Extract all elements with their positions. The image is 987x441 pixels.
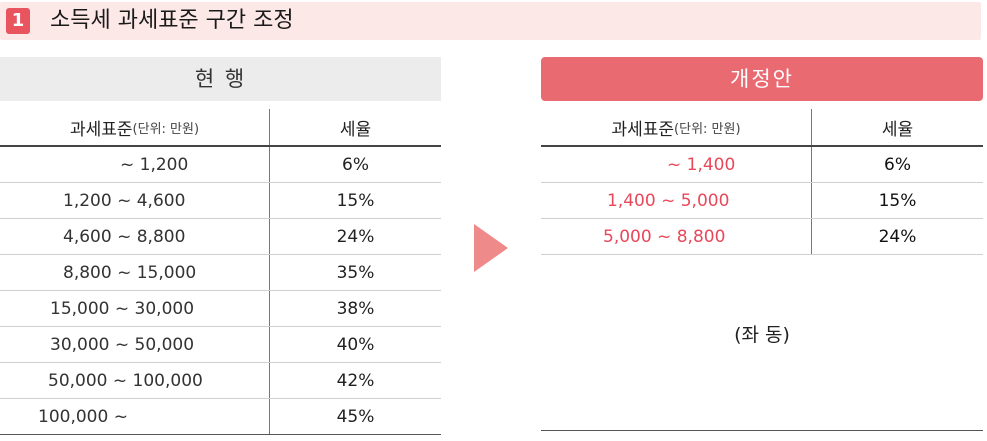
bracket-range: 4,600 ~ 8,800 <box>0 219 270 254</box>
bracket-range: 15,000 ~ 30,000 <box>0 291 270 326</box>
right-arrow-icon <box>474 224 508 272</box>
table-row: 8,800 ~ 15,000 35% <box>0 255 441 291</box>
tax-rate: 35% <box>336 262 375 283</box>
proposed-table: 과세표준 (단위: 만원) 세율 ~ 1,400 6% 1,400 ~ 5,000… <box>541 109 983 255</box>
table-row: 1,200 ~ 4,600 15% <box>0 183 441 219</box>
tax-rate: 24% <box>336 226 375 247</box>
tax-rate: 6% <box>342 154 369 175</box>
rate-column-header: 세율 <box>339 119 372 140</box>
bracket-range: 5,000 ~ 8,800 <box>541 219 812 254</box>
bracket-range: ~ 1,400 <box>541 147 812 182</box>
table-row: 5,000 ~ 8,800 24% <box>541 219 983 255</box>
base-label: 과세표준 <box>69 119 133 140</box>
base-column-header: 과세표준 (단위: 만원) <box>0 109 270 145</box>
table-row: ~ 1,200 6% <box>0 147 441 183</box>
table-header-row: 과세표준 (단위: 만원) 세율 <box>0 109 441 147</box>
current-table: 과세표준 (단위: 만원) 세율 ~ 1,200 6% 1,200 ~ 4,600… <box>0 109 441 435</box>
table-row: 1,400 ~ 5,000 15% <box>541 183 983 219</box>
table-row: 4,600 ~ 8,800 24% <box>0 219 441 255</box>
bracket-range: 50,000 ~ 100,000 <box>0 363 270 398</box>
bracket-range: 100,000 ~ <box>0 399 270 434</box>
proposed-table-bottom-border <box>541 430 983 431</box>
bracket-range: 1,200 ~ 4,600 <box>0 183 270 218</box>
tax-rate: 15% <box>878 190 917 211</box>
proposed-heading: 개정안 <box>541 57 983 101</box>
section-number-badge: 1 <box>6 8 30 34</box>
tax-rate: 42% <box>336 370 375 391</box>
unit-label: (단위: 만원) <box>674 121 741 137</box>
table-row: 50,000 ~ 100,000 42% <box>0 363 441 399</box>
bracket-range: 8,800 ~ 15,000 <box>0 255 270 290</box>
tax-rate: 38% <box>336 298 375 319</box>
table-row: ~ 1,400 6% <box>541 147 983 183</box>
bracket-range: 30,000 ~ 50,000 <box>0 327 270 362</box>
tax-rate: 24% <box>878 226 917 247</box>
current-heading: 현 행 <box>0 57 441 101</box>
base-label: 과세표준 <box>611 119 675 140</box>
tax-rate: 6% <box>884 154 911 175</box>
tax-rate: 45% <box>336 406 375 427</box>
table-row: 100,000 ~ 45% <box>0 399 441 435</box>
bracket-range: ~ 1,200 <box>0 147 270 182</box>
unit-label: (단위: 만원) <box>132 121 200 137</box>
base-column-header: 과세표준 (단위: 만원) <box>541 109 812 145</box>
tax-rate: 15% <box>336 190 375 211</box>
table-header-row: 과세표준 (단위: 만원) 세율 <box>541 109 983 147</box>
table-row: 15,000 ~ 30,000 38% <box>0 291 441 327</box>
section-title-bar: 1 소득세 과세표준 구간 조정 <box>0 2 981 40</box>
rate-column-header: 세율 <box>881 119 914 140</box>
tax-rate: 40% <box>336 334 375 355</box>
bracket-range: 1,400 ~ 5,000 <box>541 183 812 218</box>
same-as-left-note: (좌 동) <box>734 324 790 346</box>
section-title: 소득세 과세표준 구간 조정 <box>50 8 294 33</box>
table-row: 30,000 ~ 50,000 40% <box>0 327 441 363</box>
